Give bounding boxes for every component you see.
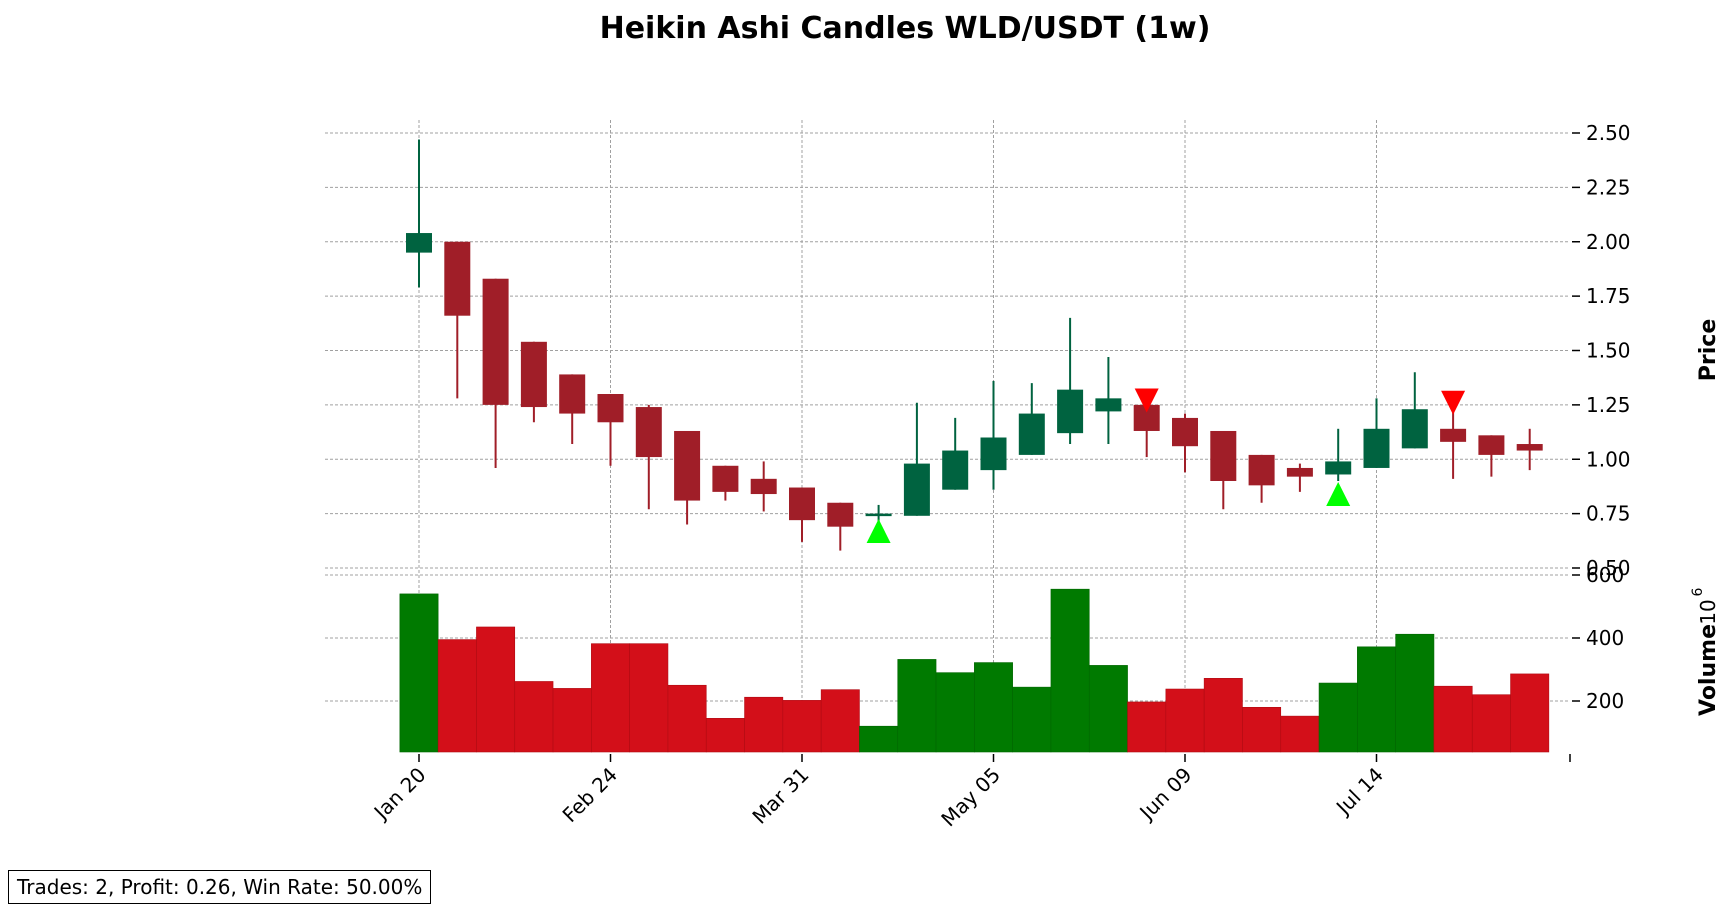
volume-bar-down [1510,673,1550,753]
candle-body-up [942,450,969,490]
volume-bar-down [1127,701,1167,753]
volume-bar-up [1318,682,1358,753]
trade-stats-box: Trades: 2, Profit: 0.26, Win Rate: 50.00… [8,870,432,904]
candle-body-down [635,407,662,458]
sell-marker [1134,388,1159,413]
candle-body-down [1286,467,1313,477]
volume-bar-up [399,593,439,753]
candle-body-up [406,233,432,253]
volume-bar-down [552,688,592,753]
price-tick-label: 2.00 [1586,230,1631,254]
x-tick-label: Jun 09 [1134,763,1197,826]
price-tick-label: 1.00 [1586,447,1631,471]
buy-marker [1326,482,1351,507]
volume-tick-label: 600 [1586,563,1624,587]
volume-axis-exponent-base: 10 [1696,599,1720,624]
sell-marker [1441,390,1466,415]
candle-body-down [1440,428,1467,442]
volume-bar-down [744,696,784,753]
buy-marker [866,519,891,544]
candle-body-down [789,487,815,521]
volume-tick-label: 200 [1586,689,1624,713]
candle-body-down [1478,435,1505,455]
price-tick-label: 1.25 [1586,393,1631,417]
volume-tick-label: 400 [1586,626,1624,650]
volume-bar-up [1395,633,1435,753]
candle-body-down [1248,454,1275,486]
candle-body-up [1018,413,1045,455]
volume-bar-up [859,725,899,753]
candle-body-down [520,341,547,408]
x-tick-label: Mar 31 [747,763,813,829]
volume-bar-up [1012,686,1052,753]
price-axis: 0.50 0.75 1.00 1.25 1.50 1.75 2.00 2.25 2.50 [1572,121,1631,580]
volume-bar-up [974,662,1013,753]
candle-body-down [674,430,701,501]
volume-bar-up [935,672,975,753]
volume-axis-title: Volume [1696,624,1721,716]
volume-bar-down [705,718,745,753]
volume-bar-down [782,700,822,753]
volume-axis: 200 400 600 [1572,563,1624,713]
volume-bar-down [476,626,516,753]
candle-body-down [482,278,509,405]
x-axis: Jan 20 Feb 24 Mar 31 May 05 Jun 09 Jul 14 [368,754,1571,832]
volume-bar-up [897,659,937,753]
candle-body-up [1401,409,1428,449]
x-tick-label: Jan 20 [368,763,431,826]
candle-body-up [980,437,1007,471]
volume-bar-down [1165,688,1205,753]
price-tick-label: 2.25 [1586,175,1631,199]
x-tick-label: May 05 [936,763,1005,832]
volume-bar-down [591,643,630,753]
volume-bar-down [437,639,477,753]
volume-bar-down [1433,685,1473,753]
price-tick-label: 0.50 [1586,556,1631,580]
price-tick-label: 1.75 [1586,284,1631,308]
candle-body-down [444,241,471,316]
candle-body-down [1516,444,1543,451]
price-tick-label: 2.50 [1586,121,1631,145]
volume-bar-up [1357,646,1396,753]
candle-body-down [750,478,777,495]
volume-bar-down [514,681,554,753]
volume-axis-exponent-power: 6 [1690,587,1706,596]
candle-body-up [1325,461,1352,475]
x-tick-label: Jul 14 [1330,763,1388,821]
candle-body-down [827,502,854,527]
price-tick-label: 1.50 [1586,339,1631,363]
price-grid [325,132,1570,569]
candle-body-down [1172,417,1198,447]
x-tick-label: Feb 24 [558,763,623,828]
chart-title: Heikin Ashi Candles WLD/USDT (1w) [600,11,1211,46]
volume-bars [399,588,1550,753]
candle-body-up [903,463,930,516]
candle-body-up [865,513,892,517]
candle-body-up [1363,428,1390,468]
volume-bar-up [1050,588,1090,753]
price-tick-label: 0.75 [1586,502,1631,526]
candle-body-down [597,394,624,423]
volume-bar-down [820,689,860,753]
volume-bar-down [1471,694,1511,753]
volume-bar-up [1088,665,1128,753]
candle-body-down [1210,430,1237,481]
candle-body-down [712,465,739,492]
volume-bar-down [1242,706,1282,753]
volume-bar-down [629,643,669,753]
price-axis-title: Price [1696,319,1721,381]
volume-bar-down [667,684,707,753]
trade-markers [866,388,1466,544]
candle-body-up [1057,389,1084,434]
volume-bar-down [1203,678,1243,753]
volume-bar-down [1280,715,1320,753]
candle-body-down [559,374,586,414]
candles [406,139,1543,551]
candle-body-up [1095,398,1122,412]
